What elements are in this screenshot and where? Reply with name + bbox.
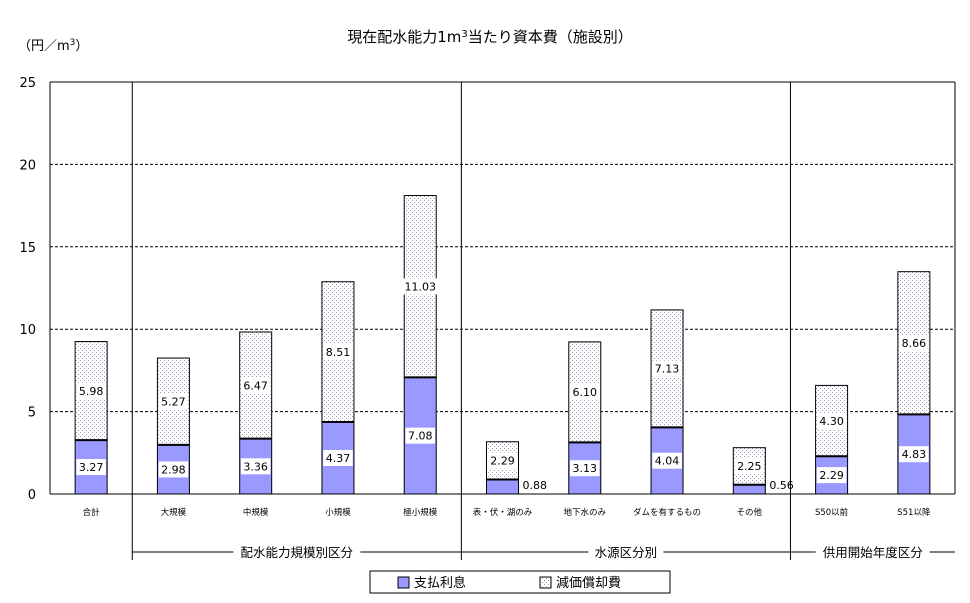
x-category-label: 極小規模 — [403, 507, 438, 518]
x-category-label: ダムを有するもの — [633, 507, 701, 518]
x-category-label: 合計 — [83, 507, 101, 518]
data-label-depreciation: 4.30 — [819, 415, 844, 428]
legend-swatch-depreciation — [539, 576, 552, 589]
data-label-bg — [158, 393, 189, 410]
legend-swatch-interest — [397, 576, 410, 589]
data-label-bg — [899, 335, 929, 352]
data-label-depreciation: 8.51 — [326, 346, 351, 359]
y-tick-label: 5 — [28, 406, 36, 421]
data-label-bg — [158, 461, 189, 478]
data-label-depreciation: 11.03 — [404, 280, 436, 293]
data-label-interest: 0.88 — [523, 479, 548, 492]
x-category-label: 中規模 — [243, 507, 269, 518]
data-label-bg — [487, 452, 518, 469]
y-axis-unit-label: （円／m3） — [18, 38, 88, 54]
legend: 支払利息 減価償却費 — [369, 570, 671, 594]
data-label-interest: 4.83 — [902, 448, 927, 461]
bar-interest — [486, 478, 519, 495]
data-label-interest: 4.37 — [326, 452, 351, 465]
data-label-depreciation: 6.10 — [573, 386, 598, 399]
data-label-interest: 2.29 — [819, 469, 844, 482]
data-label-bg — [652, 360, 682, 377]
category-groups: 配水能力規模別区分 水源区分別 供用開始年度区分 — [132, 545, 955, 560]
grid-lines — [50, 81, 955, 413]
y-tick-label: 25 — [19, 76, 36, 91]
data-label-bg — [323, 449, 353, 466]
x-category-label: その他 — [737, 507, 763, 518]
legend-box — [369, 570, 671, 594]
data-label-interest: 2.98 — [161, 463, 186, 476]
data-label-interest: 3.27 — [79, 461, 104, 474]
data-label-depreciation: 8.66 — [902, 337, 927, 350]
data-label-bg — [569, 384, 600, 401]
y-tick-label: 15 — [19, 241, 36, 256]
data-label-interest: 3.36 — [243, 460, 268, 473]
group-label: 供用開始年度区分 — [823, 545, 923, 560]
data-label-bg — [405, 427, 436, 444]
axes: 0 5 10 15 20 25 合計 大規模 中規模 小規模 極小規模 表・伏・湖のみ 地下水のみ ダムを… — [19, 76, 956, 560]
data-label-bg — [402, 278, 439, 295]
data-label-bg — [240, 377, 271, 394]
group-label: 配水能力規模別区分 — [241, 545, 354, 560]
chart-title: 現在配水能力1m3当たり資本費（施設別） — [347, 28, 633, 46]
x-category-label: 小規模 — [325, 507, 351, 518]
x-category-label: S50以前 — [815, 507, 849, 518]
y-tick-label: 0 — [28, 488, 36, 503]
data-label-interest: 0.56 — [769, 479, 794, 492]
data-label-depreciation: 5.27 — [161, 395, 186, 408]
data-label-bg — [816, 467, 847, 484]
data-label-bg — [569, 460, 600, 477]
data-label-interest: 7.08 — [408, 430, 433, 443]
data-label-interest: 3.13 — [573, 462, 598, 475]
x-category-label: 表・伏・湖のみ — [473, 507, 533, 518]
x-category-label: 地下水のみ — [564, 507, 607, 518]
bars: 3.27 5.98 2.98 5.27 3.36 6.47 4.37 8.51 7.08 11.0… — [74, 195, 931, 495]
x-category-label: 大規模 — [161, 507, 187, 518]
x-category-label: S51以降 — [897, 507, 931, 518]
data-label-bg — [734, 458, 765, 475]
data-label-bg — [816, 412, 847, 429]
legend-label-interest: 支払利息 — [414, 575, 466, 591]
data-label-bg — [76, 459, 106, 476]
data-label-bg — [899, 446, 929, 463]
data-label-depreciation: 2.25 — [737, 460, 762, 473]
y-tick-label: 10 — [19, 323, 36, 338]
bar-interest — [732, 484, 766, 495]
group-label: 水源区分別 — [595, 545, 658, 560]
data-label-bg — [76, 382, 106, 399]
data-label-depreciation: 5.98 — [79, 385, 104, 398]
data-label-depreciation: 6.47 — [243, 379, 268, 392]
y-tick-label: 20 — [19, 158, 36, 173]
data-label-bg — [323, 343, 353, 360]
data-label-depreciation: 7.13 — [655, 363, 680, 376]
data-label-depreciation: 2.29 — [490, 455, 515, 468]
data-label-bg — [652, 452, 682, 469]
data-label-bg — [240, 458, 271, 475]
legend-label-depreciation: 減価償却費 — [556, 575, 621, 591]
data-label-interest: 4.04 — [655, 455, 680, 468]
